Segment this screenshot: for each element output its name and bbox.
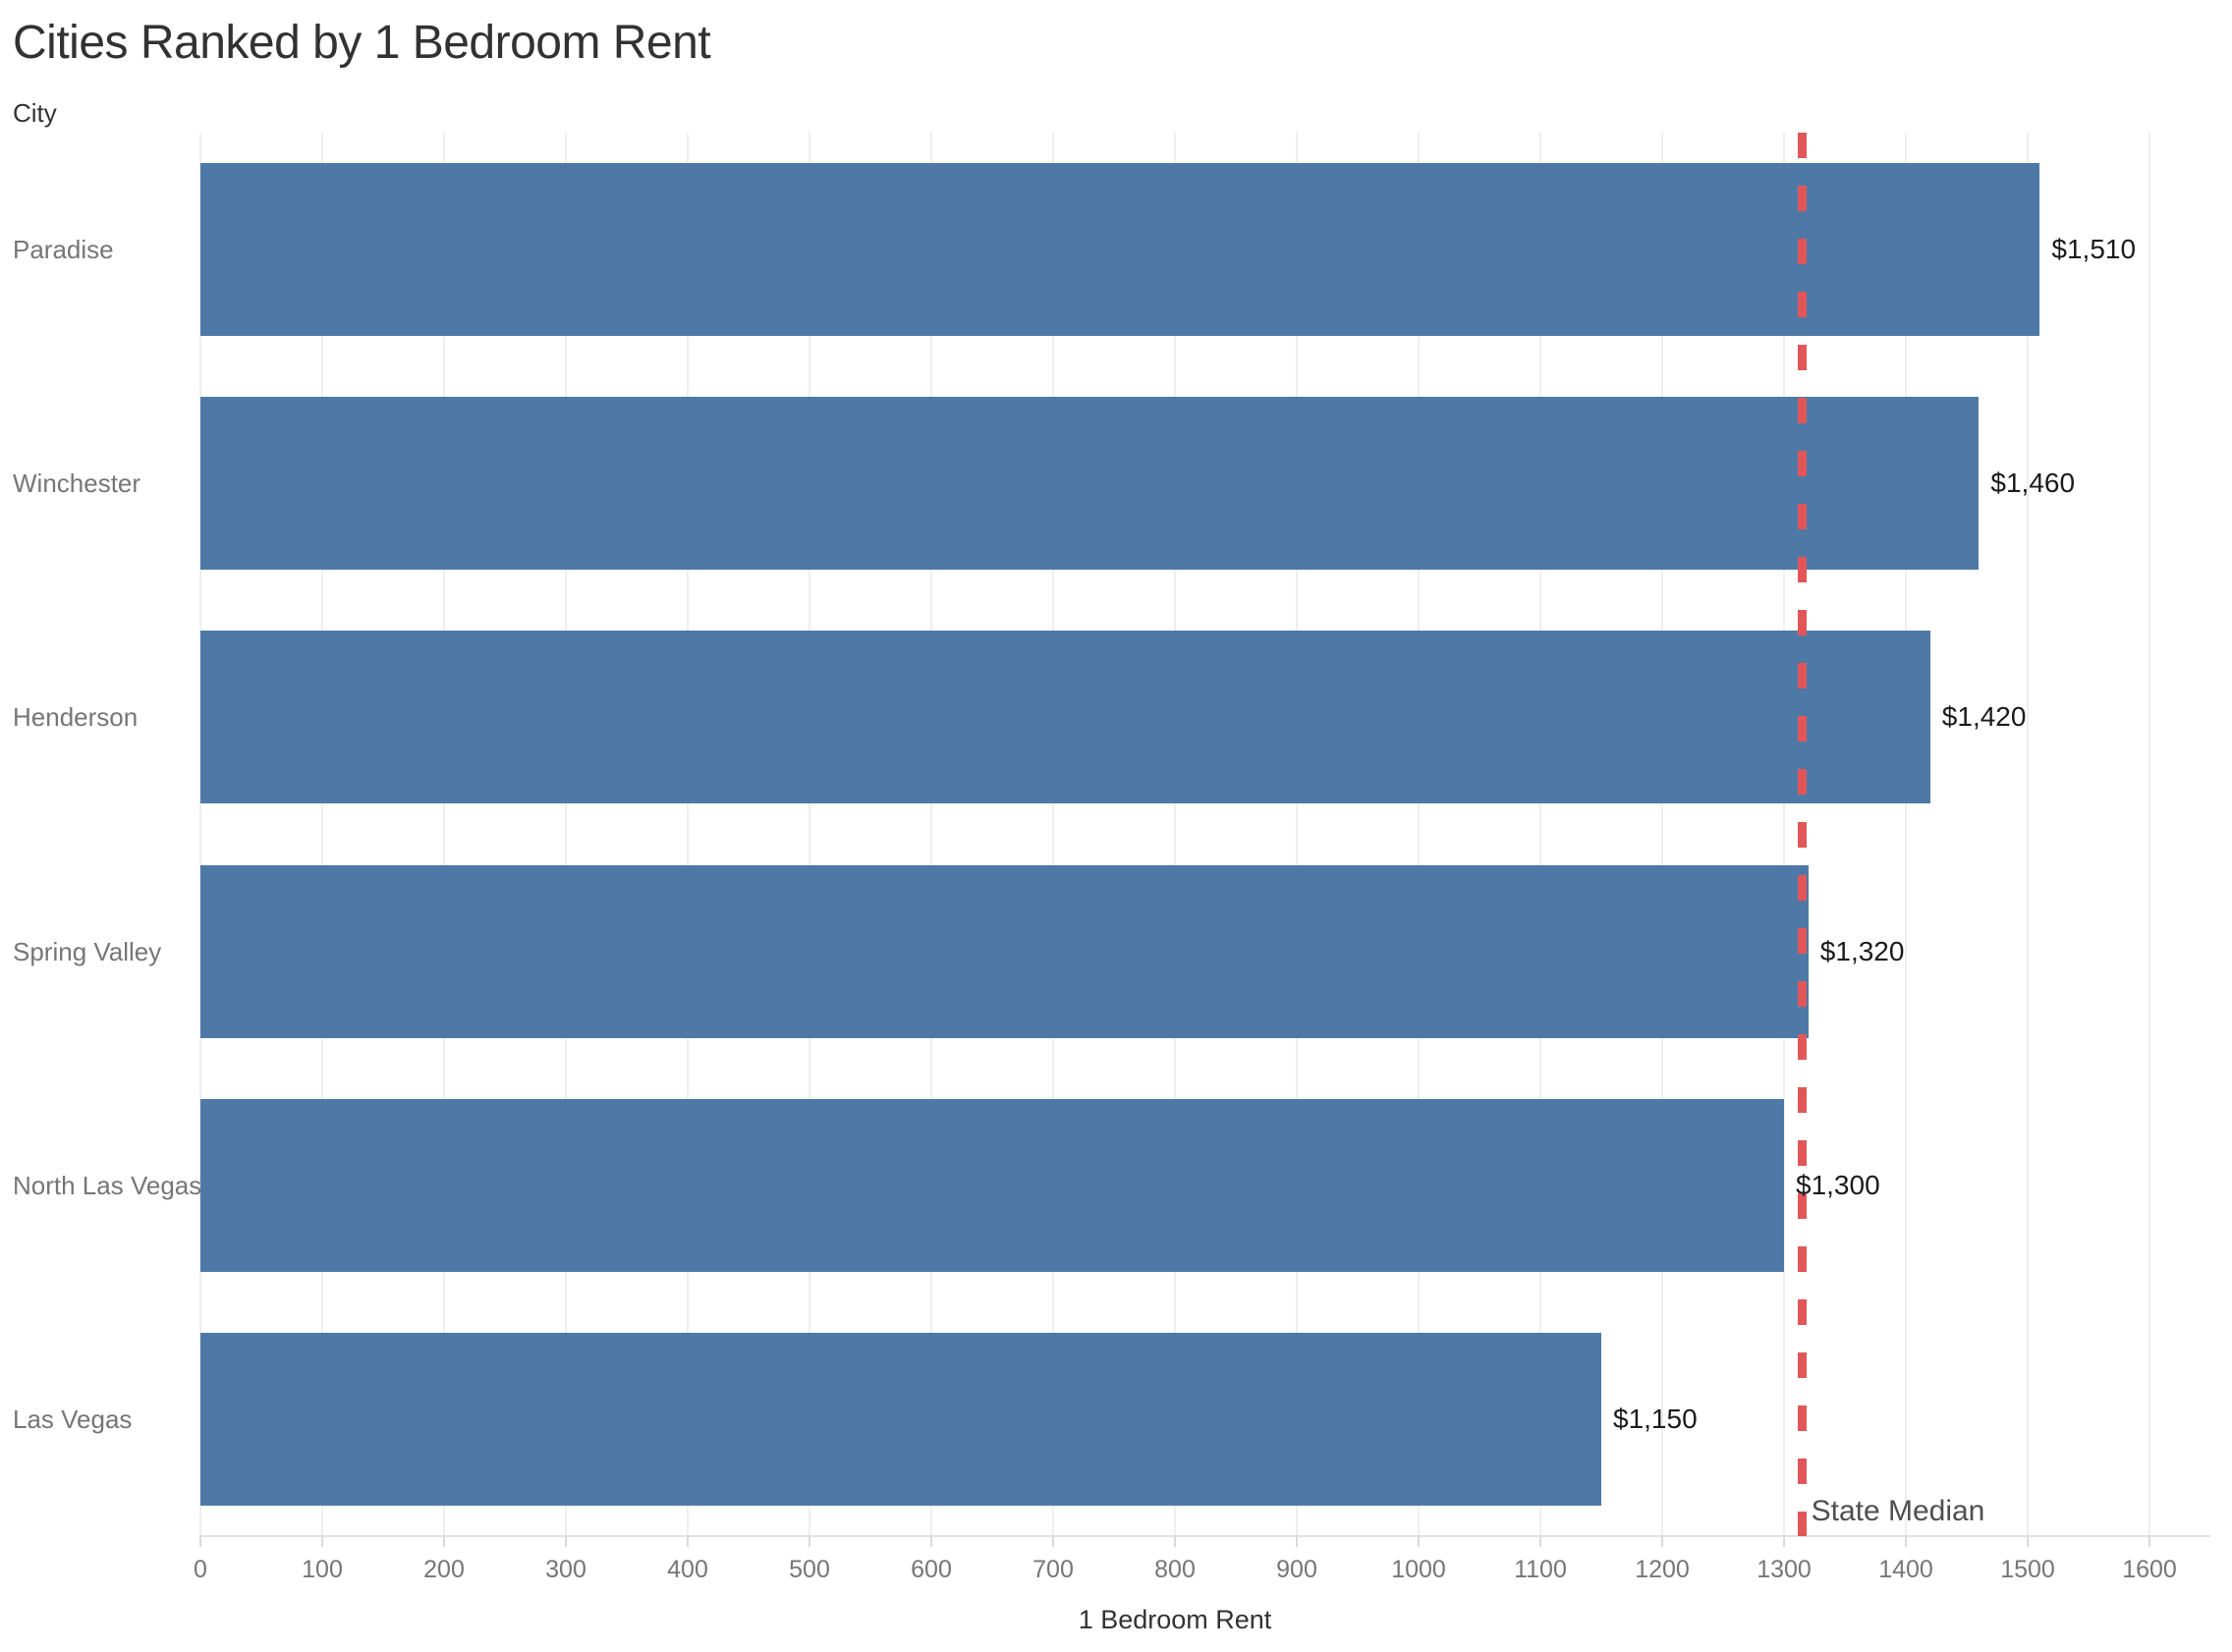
x-axis-tick-label: 500 [789, 1556, 830, 1583]
x-axis-tick-label: 700 [1032, 1556, 1074, 1583]
value-label: $1,320 [1819, 935, 1905, 966]
bar-henderson[interactable] [200, 631, 1930, 804]
gridline [687, 133, 689, 1536]
axis-tick-mark [443, 1536, 445, 1547]
gridline [930, 133, 932, 1536]
gridline [1905, 133, 1907, 1536]
gridline [2148, 133, 2150, 1536]
axis-tick-mark [2027, 1536, 2029, 1547]
bar-spring-valley[interactable] [200, 864, 1809, 1038]
bar-paradise[interactable] [200, 163, 2040, 337]
value-label: $1,510 [2051, 234, 2137, 265]
bar-north-las-vegas[interactable] [200, 1098, 1784, 1272]
axis-tick-mark [1174, 1536, 1176, 1547]
gridline [199, 133, 201, 1536]
x-axis-tick-label: 1400 [1878, 1556, 1933, 1583]
axis-tick-mark [1296, 1536, 1298, 1547]
axis-tick-mark [1418, 1536, 1420, 1547]
axis-tick-mark [199, 1536, 201, 1547]
x-axis-tick-label: 1600 [2122, 1556, 2177, 1583]
bar-winchester[interactable] [200, 397, 1980, 571]
x-axis-tick-label: 1000 [1391, 1556, 1446, 1583]
category-label: North Las Vegas [13, 1170, 202, 1200]
axis-tick-mark [1539, 1536, 1541, 1547]
gridline [1661, 133, 1663, 1536]
category-label: Winchester [13, 468, 141, 499]
gridline [321, 133, 323, 1536]
x-axis-tick-label: 600 [911, 1556, 952, 1583]
category-label: Paradise [13, 235, 114, 265]
bar-las-vegas[interactable] [200, 1332, 1601, 1506]
value-label: $1,150 [1613, 1403, 1698, 1434]
value-label: $1,420 [1941, 701, 2027, 733]
axis-tick-mark [809, 1536, 810, 1547]
chart-title: Cities Ranked by 1 Bedroom Rent [13, 17, 711, 69]
category-label: Henderson [13, 702, 139, 733]
gridline [1052, 133, 1054, 1536]
axis-tick-mark [930, 1536, 932, 1547]
axis-tick-mark [321, 1536, 323, 1547]
gridline [1418, 133, 1420, 1536]
axis-tick-mark [687, 1536, 689, 1547]
axis-tick-mark [1905, 1536, 1907, 1547]
gridline [1296, 133, 1298, 1536]
x-axis-tick-label: 800 [1154, 1556, 1196, 1583]
gridline [1783, 133, 1785, 1536]
x-axis-tick-label: 100 [302, 1556, 343, 1583]
x-axis-title: 1 Bedroom Rent [1078, 1605, 1272, 1634]
state-median-reference-line [1798, 133, 1808, 1536]
x-axis-tick-label: 1500 [2000, 1556, 2055, 1583]
value-label: $1,460 [1990, 468, 2076, 499]
x-axis-tick-label: 300 [545, 1556, 586, 1583]
value-label: $1,300 [1796, 1169, 1880, 1200]
x-axis-tick-label: 400 [667, 1556, 708, 1583]
x-axis-tick-label: 900 [1276, 1556, 1317, 1583]
axis-tick-mark [2148, 1536, 2150, 1547]
axis-tick-mark [565, 1536, 567, 1547]
category-label: Las Vegas [13, 1404, 133, 1434]
state-median-label: State Median [1811, 1495, 1985, 1527]
gridline [443, 133, 445, 1536]
y-axis-field-label: City [13, 98, 57, 128]
gridline [2027, 133, 2029, 1536]
x-axis-tick-label: 1300 [1757, 1556, 1812, 1583]
axis-tick-mark [1661, 1536, 1663, 1547]
gridline [565, 133, 567, 1536]
gridline [1174, 133, 1176, 1536]
x-axis-tick-label: 200 [423, 1556, 465, 1583]
x-axis-line [200, 1535, 2210, 1537]
x-axis-tick-label: 1200 [1635, 1556, 1690, 1583]
x-axis-tick-label: 1100 [1514, 1556, 1567, 1583]
category-label: Spring Valley [13, 936, 162, 966]
x-axis-tick-label: 0 [194, 1556, 207, 1583]
gridline [1539, 133, 1541, 1536]
axis-tick-mark [1783, 1536, 1785, 1547]
gridline [809, 133, 810, 1536]
axis-tick-mark [1052, 1536, 1054, 1547]
